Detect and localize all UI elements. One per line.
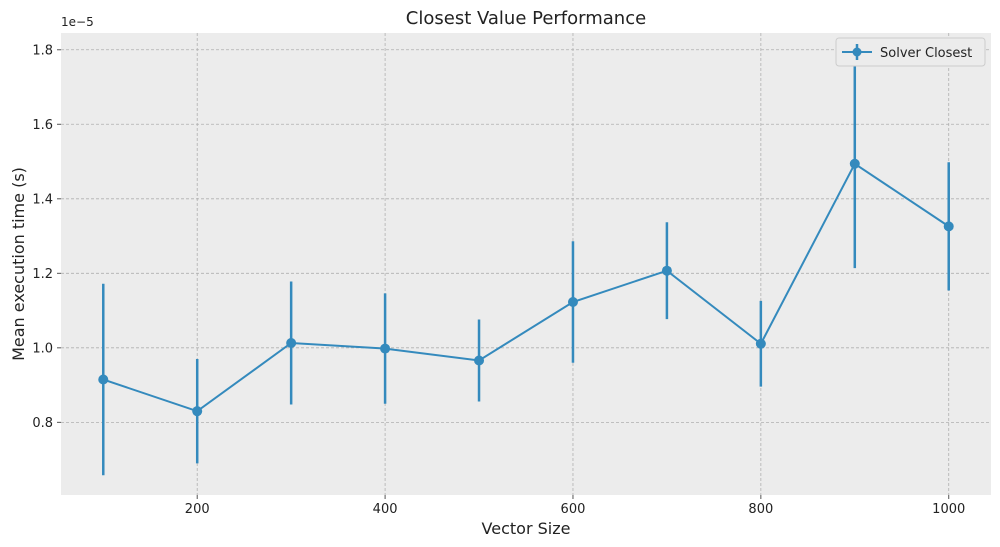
markers xyxy=(98,158,954,417)
data-point xyxy=(98,374,109,385)
x-tick-label: 200 xyxy=(185,502,210,517)
y-tick-label: 1.4 xyxy=(32,192,53,207)
y-tick-label: 0.8 xyxy=(32,416,53,431)
x-tick-label: 600 xyxy=(561,502,586,517)
series-line xyxy=(102,162,950,413)
data-point xyxy=(755,338,766,349)
legend-marker xyxy=(852,47,862,57)
y-tick-label: 1.0 xyxy=(32,341,53,356)
y-tick-label: 1.8 xyxy=(32,43,53,58)
y-ticks: 0.8 1.0 1.2 1.4 1.6 1.8 xyxy=(32,43,61,431)
data-point xyxy=(567,297,578,308)
x-tick-label: 800 xyxy=(748,502,773,517)
data-point xyxy=(849,158,860,169)
y-tick-label: 1.6 xyxy=(32,118,53,133)
y-tick-label: 1.2 xyxy=(32,267,53,282)
y-offset-label: 1e−5 xyxy=(61,15,94,29)
y-axis-label: Mean execution time (s) xyxy=(9,167,28,361)
plot-background xyxy=(61,33,991,495)
legend-label: Solver Closest xyxy=(880,46,972,61)
data-point xyxy=(380,343,391,354)
legend-box xyxy=(835,37,986,67)
chart-title: Closest Value Performance xyxy=(406,8,646,29)
x-tick-label: 400 xyxy=(373,502,398,517)
x-ticks: 200 400 600 800 1000 xyxy=(185,495,965,517)
data-point xyxy=(943,221,954,232)
data-point xyxy=(286,337,297,348)
data-point xyxy=(661,265,672,276)
legend: Solver Closest xyxy=(835,37,986,67)
data-point xyxy=(474,355,485,366)
x-axis-label: Vector Size xyxy=(482,519,571,538)
x-tick-label: 1000 xyxy=(932,502,965,517)
data-point xyxy=(192,406,203,417)
